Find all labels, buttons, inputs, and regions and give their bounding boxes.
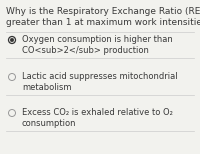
Text: metabolism: metabolism	[22, 83, 72, 92]
Text: Lactic acid suppresses mitochondrial: Lactic acid suppresses mitochondrial	[22, 72, 178, 81]
Circle shape	[10, 38, 14, 42]
Text: Oxygen consumption is higher than: Oxygen consumption is higher than	[22, 35, 173, 44]
Text: consumption: consumption	[22, 119, 76, 128]
Text: greater than 1 at maximum work intensities?: greater than 1 at maximum work intensiti…	[6, 18, 200, 27]
Text: CO<sub>2</sub> production: CO<sub>2</sub> production	[22, 46, 149, 55]
Text: Why is the Respiratory Exchange Ratio (RER): Why is the Respiratory Exchange Ratio (R…	[6, 7, 200, 16]
Text: Excess CO₂ is exhaled relative to O₂: Excess CO₂ is exhaled relative to O₂	[22, 108, 173, 117]
